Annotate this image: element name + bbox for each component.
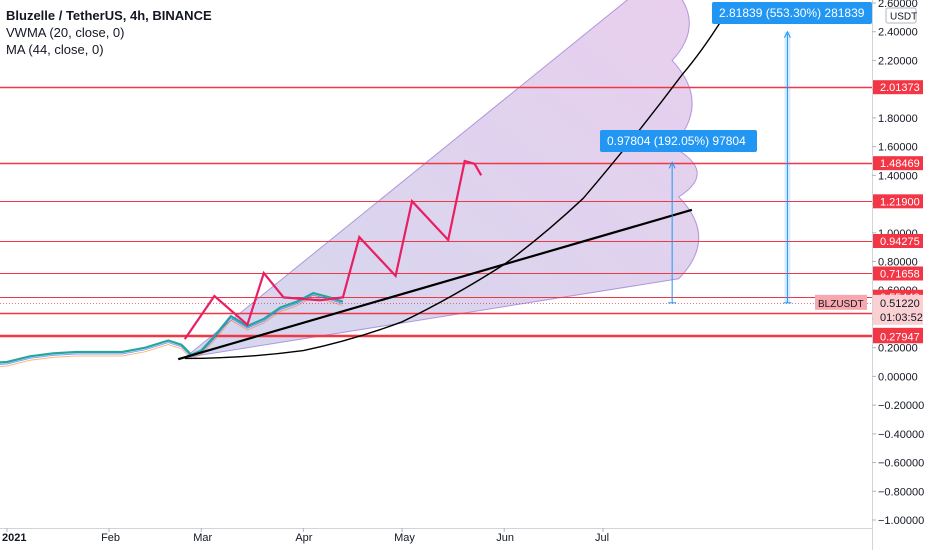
level-label-box-9	[873, 329, 923, 344]
measure-label-1: 0.97804 (192.05%) 97804	[607, 134, 746, 148]
level-label-box-1	[873, 80, 923, 95]
y-tick-label: 0.80000	[878, 257, 918, 269]
y-tick-label: 1.60000	[878, 142, 918, 154]
symbol-title: Bluzelle / TetherUS, 4h, BINANCE	[6, 8, 212, 23]
y-tick-label: 2.60000	[878, 0, 918, 10]
level-label-5: 0.71658	[880, 268, 920, 280]
chart-legend: Bluzelle / TetherUS, 4h, BINANCE VWMA (2…	[6, 7, 212, 58]
x-tick-label: Jul	[595, 532, 609, 544]
last-price-label: 0.51220	[880, 298, 920, 310]
x-tick-label: Feb	[101, 532, 120, 544]
x-tick-label: Mar	[193, 532, 212, 544]
time-axis	[0, 528, 872, 550]
level-label-9: 0.27947	[880, 331, 920, 343]
last-price-box	[873, 294, 923, 325]
y-tick-label: 2.40000	[878, 27, 918, 39]
level-label-2: 1.48469	[880, 158, 920, 170]
level-label-3: 1.21900	[880, 196, 920, 208]
level-label-box-2	[873, 156, 923, 171]
vwma-line	[0, 294, 344, 365]
measure-label-box-1	[600, 130, 757, 152]
y-tick-label: 1.40000	[878, 170, 918, 182]
projection-path[interactable]	[183, 159, 483, 340]
level-label-1: 2.01373	[880, 82, 920, 94]
y-tick-label: 0.00000	[878, 371, 918, 383]
y-tick-label: 0.20000	[878, 343, 918, 355]
measure-label-box-2	[712, 2, 872, 24]
symbol-tag-box	[815, 294, 867, 310]
countdown-label: 01:03:52	[880, 312, 923, 324]
fan-projection[interactable]	[183, 0, 700, 359]
vwma-indicator-label[interactable]: VWMA (20, close, 0)	[6, 25, 125, 40]
currency-badge	[885, 7, 917, 24]
y-tick-label: 2.20000	[878, 55, 918, 67]
measure-label-2: 2.81839 (553.30%) 281839	[719, 6, 865, 20]
x-tick-label: Apr	[295, 532, 312, 544]
x-tick-label: 2021	[2, 532, 26, 544]
level-label-box-5	[873, 266, 923, 281]
parabolic-curve[interactable]	[184, 19, 723, 360]
y-tick-label: −0.20000	[878, 400, 924, 412]
y-tick-label: −0.80000	[878, 486, 924, 498]
level-label-4: 0.94275	[880, 236, 920, 248]
level-label-box-4	[873, 233, 923, 248]
measure-arrow-1	[668, 161, 676, 169]
y-tick-label: 1.80000	[878, 113, 918, 125]
y-tick-label: −0.40000	[878, 429, 924, 441]
measure-arrow-2	[783, 30, 791, 38]
symbol-tag: BLZUSDT	[818, 299, 864, 310]
level-label-box-3	[873, 194, 923, 209]
currency-badge-label: USDT	[890, 12, 917, 23]
y-tick-label: −0.60000	[878, 458, 924, 470]
ma-indicator-label[interactable]: MA (44, close, 0)	[6, 42, 104, 57]
x-tick-label: Jun	[496, 532, 514, 544]
x-tick-label: May	[394, 532, 415, 544]
y-tick-label: −1.00000	[878, 515, 924, 527]
trend-line[interactable]	[177, 208, 693, 361]
